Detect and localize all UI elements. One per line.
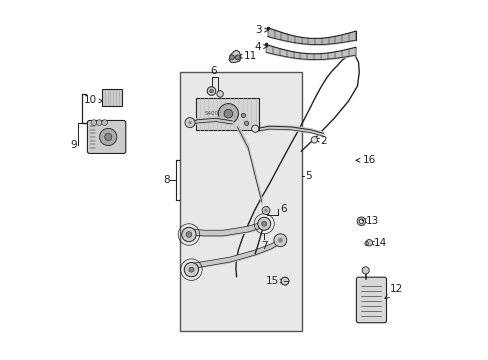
Bar (196, 98, 258, 130)
Text: 7: 7 (261, 241, 267, 251)
Text: 15: 15 (265, 276, 284, 286)
Text: 13: 13 (362, 216, 378, 225)
Circle shape (261, 221, 266, 226)
Circle shape (264, 209, 267, 212)
Circle shape (218, 104, 238, 124)
Polygon shape (228, 50, 241, 62)
Circle shape (185, 231, 191, 237)
Circle shape (273, 234, 286, 247)
Wedge shape (356, 217, 365, 226)
Circle shape (244, 121, 248, 126)
Circle shape (104, 134, 112, 140)
Text: 6: 6 (280, 204, 286, 214)
Circle shape (310, 136, 317, 143)
Circle shape (251, 125, 258, 132)
Text: 10: 10 (83, 95, 102, 105)
Bar (102, 89, 122, 107)
Circle shape (207, 87, 215, 95)
Text: 1: 1 (243, 122, 255, 132)
Text: 11: 11 (238, 50, 257, 60)
Text: S400: S400 (204, 111, 219, 116)
FancyBboxPatch shape (87, 121, 125, 153)
Text: 4: 4 (254, 42, 267, 51)
Text: 14: 14 (369, 238, 386, 248)
Circle shape (91, 120, 97, 126)
Text: 5: 5 (304, 171, 311, 181)
Circle shape (188, 121, 191, 125)
Circle shape (235, 55, 240, 60)
Text: 9: 9 (70, 140, 77, 150)
Circle shape (102, 120, 107, 126)
Circle shape (362, 267, 368, 274)
Circle shape (100, 129, 117, 145)
Circle shape (257, 217, 270, 230)
Text: 3: 3 (255, 25, 268, 35)
Circle shape (241, 113, 245, 118)
Text: 16: 16 (355, 155, 375, 165)
Circle shape (229, 55, 234, 60)
Circle shape (182, 227, 196, 242)
Circle shape (366, 239, 372, 246)
Circle shape (184, 118, 195, 128)
Text: 8: 8 (163, 175, 170, 185)
Text: 2: 2 (314, 136, 326, 145)
Circle shape (209, 89, 213, 93)
Circle shape (281, 277, 288, 285)
Circle shape (217, 91, 223, 97)
Circle shape (96, 120, 102, 126)
FancyBboxPatch shape (356, 277, 386, 323)
Text: 6: 6 (210, 66, 217, 76)
Text: 12: 12 (384, 284, 403, 298)
Circle shape (277, 238, 282, 243)
Circle shape (184, 262, 198, 277)
Circle shape (188, 267, 194, 272)
Text: o: o (363, 239, 368, 248)
Circle shape (224, 109, 232, 118)
Circle shape (262, 207, 269, 215)
Bar (180, 72, 301, 330)
